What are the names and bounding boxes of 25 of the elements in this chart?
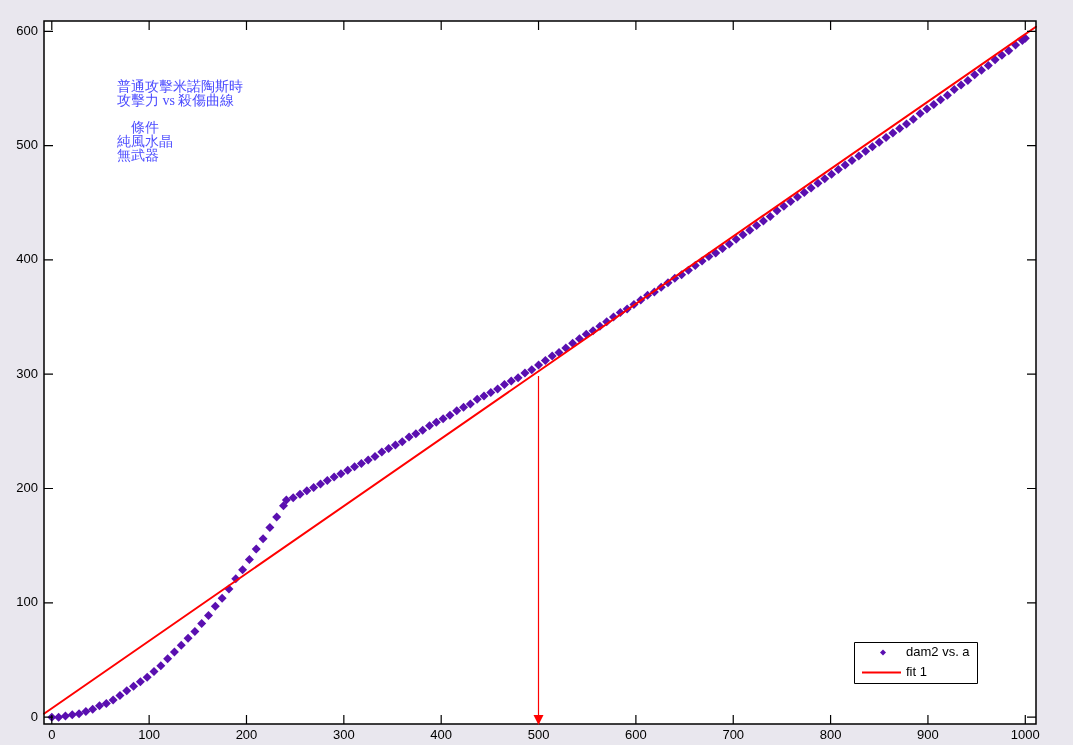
annotation: 攻擊力 vs 殺傷曲線 xyxy=(117,92,235,108)
x-tick-label: 800 xyxy=(819,727,842,743)
y-tick-label: 200 xyxy=(16,480,38,496)
y-tick-label: 0 xyxy=(30,708,38,724)
legend-label: fit 1 xyxy=(906,664,927,680)
x-tick-label: 1000 xyxy=(1010,727,1040,743)
x-tick-label: 700 xyxy=(722,727,745,743)
x-tick-label: 200 xyxy=(235,727,258,743)
x-tick-label: 0 xyxy=(48,727,56,743)
x-tick-label: 900 xyxy=(917,727,939,743)
annotation: 純風水晶 xyxy=(117,133,173,149)
x-tick-label: 300 xyxy=(332,727,355,743)
x-tick-label: 600 xyxy=(625,727,647,743)
annotation: 無武器 xyxy=(117,147,159,163)
legend-label: dam2 vs. a xyxy=(906,644,971,660)
x-tick-label: 500 xyxy=(527,727,550,743)
annotation: 普通攻擊米諾陶斯時 xyxy=(117,77,243,94)
y-tick-label: 500 xyxy=(16,137,38,153)
y-tick-label: 300 xyxy=(16,365,38,381)
y-tick-label: 100 xyxy=(16,594,38,610)
y-tick-label: 600 xyxy=(16,22,38,38)
y-tick-label: 400 xyxy=(16,251,38,267)
x-tick-label: 400 xyxy=(430,727,453,743)
x-tick-label: 100 xyxy=(138,727,160,743)
annotation: 條件 xyxy=(131,119,159,135)
